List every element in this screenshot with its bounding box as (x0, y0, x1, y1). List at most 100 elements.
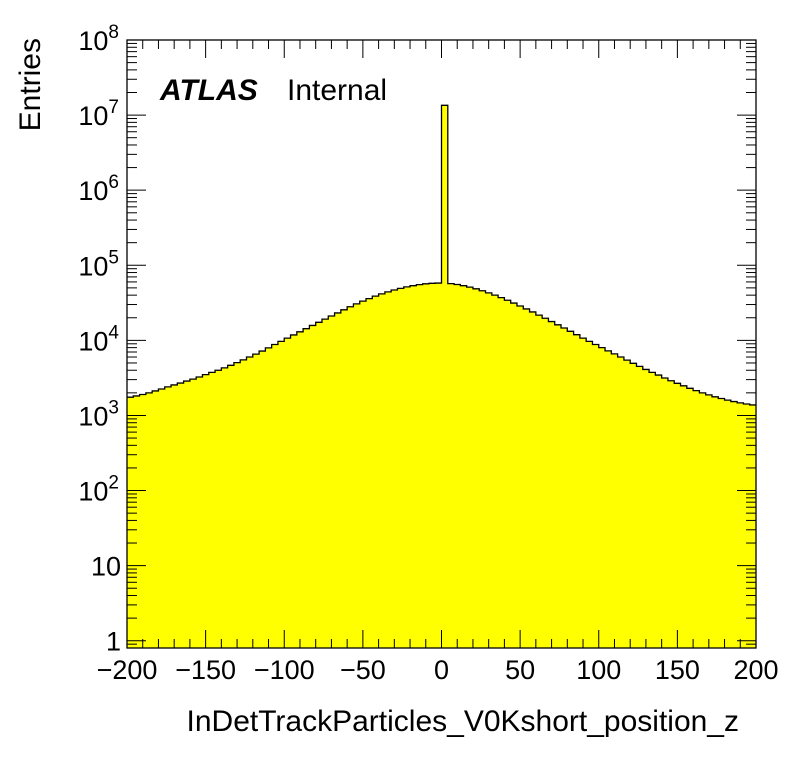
histogram-bar (592, 344, 600, 648)
histogram-bar (642, 369, 650, 648)
histogram-bar (705, 394, 713, 648)
histogram-bar (686, 388, 694, 648)
histogram-bar (271, 344, 279, 648)
histogram-bar (711, 396, 719, 648)
histogram-bar (542, 318, 549, 648)
x-tick-label: 150 (655, 655, 700, 685)
histogram-bar (693, 390, 700, 648)
histogram-bar (460, 285, 468, 648)
histogram-bar (611, 353, 619, 648)
histogram-bar (498, 297, 505, 648)
histogram-bar (391, 290, 398, 648)
histogram-bar (561, 328, 568, 648)
histogram-bar (441, 105, 449, 649)
x-tick-label: −100 (254, 655, 315, 685)
axis-ticks (126, 39, 757, 649)
atlas-label: ATLAS (159, 74, 258, 107)
histogram-bar (535, 315, 543, 648)
histogram-bar (410, 285, 417, 648)
histogram-bar (422, 283, 430, 648)
histogram-bar (749, 404, 757, 648)
histogram-bar (328, 316, 335, 648)
histogram-bar (133, 395, 140, 648)
y-tick-label: 1 (106, 627, 121, 657)
histogram-bar (303, 328, 310, 648)
histogram-bar (623, 360, 631, 648)
histogram-bar (347, 306, 354, 648)
histogram-bar (164, 386, 172, 648)
histogram-bar (724, 400, 732, 648)
histogram-bar (290, 334, 298, 648)
y-tick-label: 104 (78, 322, 119, 356)
histogram-bar (378, 293, 386, 648)
histogram-bar (636, 366, 644, 648)
histogram-bar (196, 377, 203, 648)
x-tick-label: −50 (340, 655, 386, 685)
histogram-bar (472, 288, 480, 648)
y-axis-title: Entries (14, 38, 47, 131)
histogram-outline (127, 104, 756, 406)
y-tick-label: 10 (91, 552, 121, 582)
histogram-bar (259, 351, 266, 648)
x-axis-title: InDetTrackParticles_V0Kshort_position_z (187, 705, 739, 738)
histogram-bar (523, 308, 530, 648)
histogram-bar (296, 331, 304, 648)
histogram-bar (139, 394, 147, 648)
histogram-bar (252, 354, 260, 648)
histogram-bar (233, 362, 241, 648)
histogram-bar (428, 283, 436, 648)
histogram-bar (321, 319, 329, 648)
y-tick-label: 106 (78, 172, 119, 206)
histogram-bar (667, 380, 675, 648)
x-tick-label: −150 (175, 655, 236, 685)
histogram-bar (366, 298, 373, 648)
histogram-bar (573, 334, 581, 648)
x-tick-label: 200 (733, 655, 778, 685)
histogram-bar (277, 341, 285, 648)
histogram-bar (397, 288, 405, 648)
histogram-bar (730, 401, 738, 648)
histogram-bar (208, 372, 216, 648)
histogram-bar (510, 303, 518, 648)
histogram-bar (177, 383, 185, 648)
x-tick-label: 50 (505, 655, 535, 685)
histogram-bar (215, 370, 222, 648)
y-tick-label: 103 (78, 397, 119, 431)
histogram-bar (416, 284, 424, 648)
histogram-bar (221, 367, 229, 648)
histogram-bar (649, 372, 656, 648)
histogram-bar (548, 321, 556, 648)
histogram-bar (454, 284, 461, 648)
histogram-bar (743, 404, 751, 648)
histogram-bar (485, 292, 493, 648)
histogram-bar (554, 324, 562, 648)
histogram-bar (718, 398, 725, 648)
histogram-bar (661, 378, 669, 648)
y-tick-label: 108 (78, 22, 119, 56)
x-tick-label: 100 (576, 655, 621, 685)
histogram-bar (152, 390, 159, 648)
histogram-bar (674, 383, 681, 648)
histogram-bar (699, 392, 707, 648)
histogram-bar (334, 312, 342, 648)
internal-label: Internal (287, 74, 387, 107)
histogram-bar (227, 365, 235, 648)
histogram-bar (359, 301, 367, 648)
histogram-bar (504, 300, 512, 648)
histogram-bar (403, 286, 411, 648)
histogram-bar (435, 283, 442, 648)
histogram-bar (680, 385, 688, 648)
y-tick-label: 102 (78, 473, 119, 507)
x-tick-label: 0 (434, 655, 449, 685)
histogram-bar (630, 363, 637, 648)
x-tick-label: −200 (97, 655, 158, 685)
histogram-bar (202, 374, 210, 648)
histogram-bar (372, 296, 379, 648)
histogram-bar (655, 375, 663, 648)
histogram-bar (284, 338, 291, 648)
histogram-bar (617, 357, 625, 648)
histogram-bar (466, 287, 474, 648)
y-tick-label: 107 (78, 97, 119, 131)
